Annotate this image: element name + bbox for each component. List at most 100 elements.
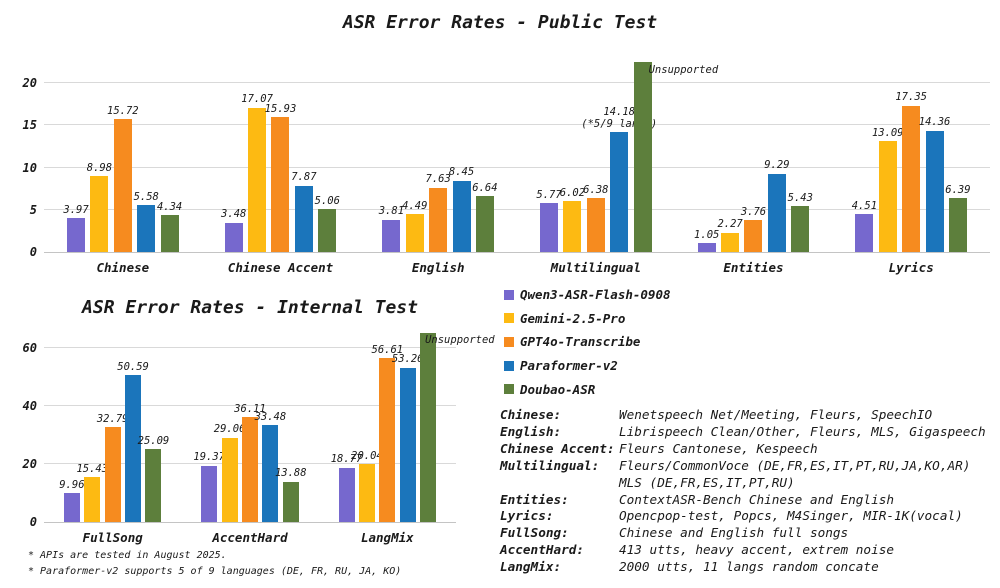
description-value: Fleurs Cantonese, Kespeech [619, 440, 818, 456]
bar-gemini-2.5-pro-accenthard: 29.06 [214, 423, 245, 522]
description-value: Wenetspeech Net/Meeting, Fleurs, SpeechI… [619, 407, 933, 422]
value-label: 3.48 [221, 208, 247, 221]
value-label: 17.35 [895, 91, 927, 104]
footnote-apis-tested: * APIs are tested in August 2025. [28, 550, 227, 561]
bar-paraformer-v2-accenthard: 33.48 [255, 411, 286, 522]
x-axis-line [44, 252, 990, 253]
y-tick-label: 20 [22, 76, 37, 91]
value-label: 14.36 [918, 116, 951, 129]
bar-group-accenthard: 19.37 29.06 36.11 33.48 13.88 AccentHard [181, 333, 318, 545]
description-label: Multilingual: [500, 457, 600, 473]
legend-color-swatch [504, 384, 514, 395]
value-label: 4.49 [402, 199, 428, 212]
description-value: Opencpop-test, Popcs, M4Singer, MIR-1K(v… [619, 508, 963, 524]
description-value: 2000 utts, 11 langs random concate [619, 559, 879, 575]
value-label: 4.51 [851, 199, 878, 212]
bar-gemini-2.5-pro-fullsong: 15.43 [76, 463, 108, 522]
internal-chart-plot-area: 0 20 40 60 9.96 15.43 32.79 50.59 25.09 FullSong 1… [23, 333, 495, 545]
value-label: 9.96 [59, 478, 85, 491]
legend-item-gemini-2.5-pro: Gemini-2.5-Pro [504, 307, 671, 331]
bar-gpt4o-transcribe-langmix: 56.61 [372, 344, 403, 522]
bar-doubao-asr-entities: 5.43 [788, 192, 813, 252]
bar-qwen3-asr-flash-0908-english: 3.81 [379, 205, 404, 252]
value-label: 6.38 [583, 183, 609, 196]
value-label: 33.48 [254, 410, 287, 423]
value-label: 36.11 [234, 402, 266, 415]
bar-gpt4o-transcribe-chinese accent: 15.93 [265, 103, 296, 252]
value-label: 7.87 [291, 171, 317, 184]
bar-group-chinese: 3.97 8.98 15.72 5.58 4.34 Chinese [44, 62, 202, 275]
y-tick-label: 10 [22, 160, 37, 175]
value-label: 5.06 [314, 194, 340, 207]
category-label: Chinese Accent [227, 260, 334, 275]
value-label: 7.63 [425, 173, 451, 186]
category-label: English [411, 260, 465, 275]
bar-qwen3-asr-flash-0908-langmix: 18.77 [331, 453, 362, 522]
description-label: Chinese: [500, 407, 562, 422]
bar-gemini-2.5-pro-english: 4.49 [402, 200, 427, 252]
y-tick-label: 40 [22, 399, 37, 414]
bar-group-lyrics: 4.51 13.09 17.35 14.36 6.39 Lyrics [832, 62, 990, 275]
gridline-y-40 [44, 405, 456, 407]
legend-color-swatch [504, 313, 514, 324]
value-label: 6.02 [559, 186, 586, 199]
y-tick-label: 15 [22, 118, 37, 133]
bar-qwen3-asr-flash-0908-lyrics: 4.51 [852, 200, 877, 252]
bar-doubao-asr-chinese: 4.34 [157, 201, 182, 252]
gridline-y-15 [44, 124, 990, 126]
bar-gemini-2.5-pro-lyrics: 13.09 [872, 127, 904, 252]
legend-label: Gemini-2.5-Pro [520, 310, 626, 326]
description-row: Lyrics: Opencpop-test, Popcs, M4Singer, M… [500, 508, 995, 525]
public-chart-plot-area: 0 5 10 15 20 3.97 8.98 15.72 5.58 4.34 Chinese 3.48… [23, 62, 990, 275]
description-row: Chinese Accent: Fleurs Cantonese, Kespeec… [500, 441, 995, 458]
bar-gemini-2.5-pro-langmix: 20.04 [351, 450, 383, 522]
bar-group-chinese-accent: 3.48 17.07 15.93 7.87 5.06 Chinese Accent [202, 62, 360, 275]
category-label: AccentHard [212, 530, 288, 545]
value-label: 15.43 [76, 462, 109, 475]
bar-paraformer-v2-english: 8.45 [449, 166, 474, 252]
bar-group-fullsong: 9.96 15.43 32.79 50.59 25.09 FullSong [44, 333, 181, 545]
description-row: English: Librispeech Clean/Other, Fleurs,… [500, 424, 995, 441]
bar-doubao-asr-chinese accent: 5.06 [315, 195, 340, 252]
dataset-descriptions: Chinese: Wenetspeech Net/Meeting, Fleurs,… [500, 407, 995, 576]
footnotes: * APIs are tested in August 2025. * Para… [28, 548, 401, 580]
description-value: Fleurs/CommonVoce (DE,FR,ES,IT,PT,RU,JA,… [619, 457, 971, 490]
bar-doubao-asr-english: 6.64 [472, 182, 498, 252]
bar-doubao-asr-accenthard: 13.88 [275, 467, 307, 522]
description-label: Chinese Accent: [500, 440, 615, 456]
bar-paraformer-v2-fullsong: 50.59 [117, 361, 149, 522]
bar-paraformer-v2-langmix: 53.26 [392, 353, 424, 522]
category-label: FullSong [82, 530, 143, 545]
bar-group-langmix: 18.77 20.04 56.61 53.26 Unsupported LangMix [319, 333, 495, 545]
unsupported-label: Unsupported [648, 64, 719, 76]
description-value: ContextASR-Bench Chinese and English [619, 491, 894, 507]
value-label: 8.45 [448, 166, 475, 179]
value-label: 4.34 [156, 200, 183, 213]
value-label: 53.26 [391, 353, 424, 366]
legend-label: GPT4o-Transcribe [520, 334, 641, 350]
y-tick-label: 0 [29, 515, 37, 529]
description-row: Chinese: Wenetspeech Net/Meeting, Fleurs,… [500, 407, 995, 424]
description-row: FullSong: Chinese and English full songs [500, 525, 995, 542]
legend-label: Doubao-ASR [520, 381, 596, 397]
value-label: 5.43 [787, 191, 813, 204]
description-label: Lyrics: [500, 508, 554, 524]
value-label: 13.09 [871, 127, 904, 140]
category-label: Lyrics [888, 260, 934, 275]
bar-doubao-asr-lyrics: 6.39 [945, 184, 971, 252]
description-label: AccentHard: [500, 542, 585, 558]
y-tick-label: 0 [29, 245, 37, 259]
y-tick-label: 60 [22, 341, 37, 356]
bar-paraformer-v2-entities: 9.29 [764, 159, 790, 252]
bar-qwen3-asr-flash-0908-accenthard: 19.37 [193, 451, 225, 522]
description-label: English: [500, 423, 562, 439]
description-label: Entities: [500, 491, 569, 507]
value-label: 6.39 [945, 183, 971, 196]
description-row: Multilingual: Fleurs/CommonVoce (DE,FR,ES… [500, 458, 995, 492]
legend-label: Paraformer-v2 [520, 358, 618, 374]
bar-gemini-2.5-pro-entities: 2.27 [717, 218, 743, 252]
bar-qwen3-asr-flash-0908-chinese accent: 3.48 [221, 208, 246, 252]
value-label: 32.79 [96, 412, 129, 425]
gridline-y-10 [44, 166, 990, 168]
gridline-y-20 [44, 82, 990, 84]
